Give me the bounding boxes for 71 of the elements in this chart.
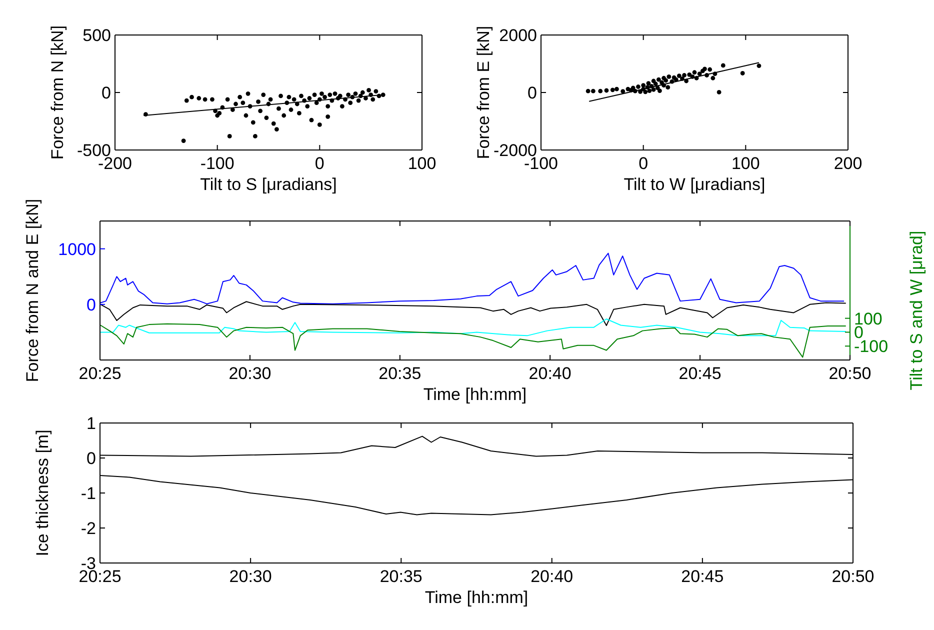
y-tick-label: 500: [82, 26, 111, 45]
point: [692, 70, 697, 75]
y-tick-label: 1000: [58, 240, 96, 259]
y2-tick-label: -100: [854, 337, 888, 356]
point: [708, 67, 712, 72]
point: [653, 82, 658, 86]
point: [590, 88, 596, 94]
point: [647, 88, 652, 93]
point: [716, 90, 722, 94]
y-tick-label: 0: [102, 83, 111, 102]
x-tick-label: 200: [834, 154, 862, 173]
point: [676, 74, 682, 78]
x-tick-label: 20:45: [681, 567, 724, 586]
point: [651, 87, 656, 92]
x-tick-label: 20:40: [528, 364, 572, 383]
x-tick-label: 20:35: [380, 567, 422, 586]
point: [641, 83, 646, 88]
y-axis-title: Force from N and E [kN]: [23, 198, 42, 382]
point: [646, 81, 651, 86]
x-tick-label: 20:45: [678, 364, 722, 383]
point: [740, 71, 745, 76]
x-axis-title: Tilt to S [μradians]: [200, 175, 337, 194]
point: [604, 88, 609, 93]
point: [636, 84, 640, 89]
point: [598, 88, 603, 94]
y-axis-title: Force from E [kN]: [474, 26, 493, 160]
point: [702, 66, 707, 72]
x-axis-title: Tilt to W [μradians]: [624, 175, 766, 194]
y-tick-label: 0: [528, 83, 537, 102]
point: [658, 88, 662, 93]
y-tick-label: 0: [86, 448, 96, 468]
y-tick-label: -1: [80, 484, 96, 503]
x-tick-label: 20:50: [832, 567, 874, 586]
point: [664, 78, 668, 83]
x-axis-title: Time [hh:mm]: [424, 588, 528, 607]
line-series: [100, 318, 846, 336]
x-tick-label: 100: [731, 154, 760, 173]
point: [697, 72, 702, 76]
y-axis-title: Ice thickness [m]: [33, 430, 52, 556]
point: [710, 76, 716, 80]
point: [756, 64, 762, 68]
x-tick-label: 20:30: [228, 364, 272, 383]
x-tick-label: 20:30: [229, 567, 272, 586]
x-tick-label: -100: [200, 154, 234, 173]
point: [610, 88, 615, 92]
y-tick-label: -2: [80, 518, 96, 538]
x-tick-label: 20:35: [378, 364, 422, 383]
x-tick-label: 100: [408, 154, 436, 173]
point: [630, 86, 636, 90]
x-tick-label: 0: [314, 154, 324, 173]
point: [666, 74, 672, 79]
line-series: [100, 323, 846, 358]
point: [614, 86, 619, 92]
y2-axis-title: Tilt to S and W [μrad]: [907, 230, 926, 390]
point: [682, 73, 686, 78]
x-tick-label: 20:50: [828, 364, 872, 383]
x-tick-label: 20:40: [530, 567, 574, 586]
y-tick-label: 0: [86, 295, 96, 314]
y-tick-label: 2000: [499, 26, 537, 45]
point: [620, 89, 626, 94]
x-tick-label: 0: [638, 154, 648, 173]
x-axis-title: Time [hh:mm]: [423, 385, 527, 404]
y-axis-title: Force from N [kN]: [48, 25, 67, 160]
point: [586, 88, 590, 94]
point: [656, 77, 661, 82]
y-tick-label: 1: [86, 414, 96, 433]
point: [687, 72, 692, 77]
x-tick-label: 20:25: [78, 364, 122, 383]
point: [666, 85, 670, 90]
point: [643, 90, 648, 94]
point: [720, 63, 726, 68]
